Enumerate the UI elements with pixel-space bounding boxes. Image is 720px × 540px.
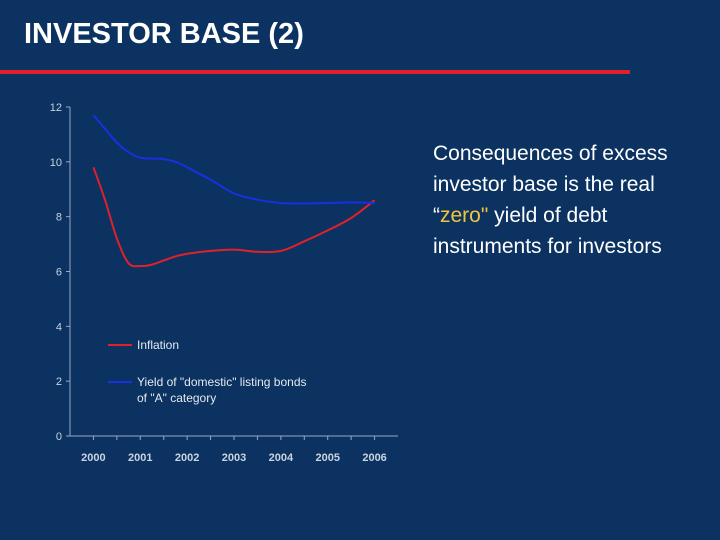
y-axis-ticks: 0 2 4 6 8 10 12 bbox=[50, 102, 70, 443]
chart-legend: Inflation Yield of "domestic" listing bon… bbox=[108, 338, 307, 405]
title-divider bbox=[0, 70, 630, 74]
zero-highlight: zero" bbox=[440, 204, 489, 227]
legend-bond-yield-label: of "A" category bbox=[137, 391, 216, 405]
y-tick-label: 6 bbox=[56, 267, 62, 279]
y-tick-label: 4 bbox=[56, 321, 62, 333]
x-tick-label: 2005 bbox=[315, 452, 339, 464]
x-tick-label: 2000 bbox=[81, 452, 105, 464]
y-tick-label: 10 bbox=[50, 157, 62, 169]
x-tick-label: 2006 bbox=[362, 452, 386, 464]
x-tick-label: 2004 bbox=[269, 452, 294, 464]
legend-inflation-label: Inflation bbox=[137, 338, 179, 352]
bond-yield-line bbox=[92, 114, 375, 205]
y-tick-label: 8 bbox=[56, 212, 62, 224]
consequences-text-after: yield of debt instruments for investors bbox=[433, 204, 662, 258]
x-tick-label: 2003 bbox=[222, 452, 246, 464]
chart-series bbox=[92, 114, 376, 268]
consequences-text-before: Consequences of excess investor base is … bbox=[433, 142, 668, 227]
consequences-text: Consequences of excess investor base is … bbox=[433, 138, 703, 262]
inflation-line bbox=[92, 166, 376, 268]
y-tick-label: 2 bbox=[56, 376, 62, 388]
x-axis-ticks: 2000 2001 2002 2003 2004 2005 2006 bbox=[81, 436, 387, 464]
slide-title: INVESTOR BASE (2) bbox=[24, 18, 304, 50]
x-tick-label: 2002 bbox=[175, 452, 199, 464]
x-tick-label: 2001 bbox=[128, 452, 152, 464]
legend-bond-yield-label: Yield of "domestic" listing bonds bbox=[137, 375, 307, 389]
y-tick-label: 12 bbox=[50, 102, 62, 114]
y-tick-label: 0 bbox=[56, 431, 62, 443]
